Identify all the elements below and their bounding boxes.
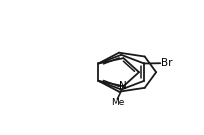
Text: N: N xyxy=(119,81,126,91)
Text: Me: Me xyxy=(111,98,124,107)
Text: Br: Br xyxy=(161,58,173,68)
